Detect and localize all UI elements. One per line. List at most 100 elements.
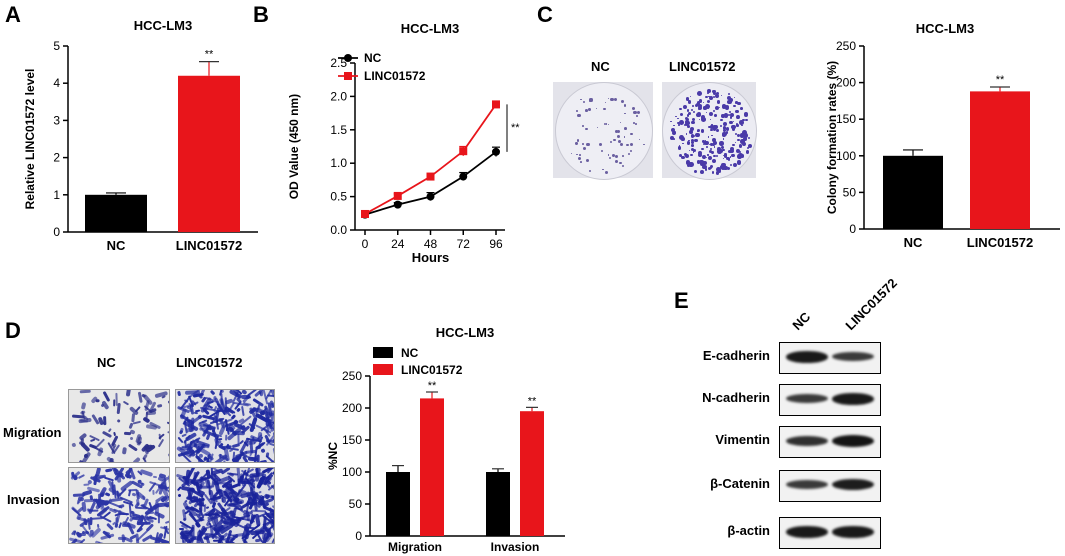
colony-dot [624,112,626,115]
wb-band-nc [786,435,828,446]
colony-dot [733,104,737,108]
colony-dot [712,92,717,96]
colony-dot [715,105,719,110]
colony-dot [697,151,702,156]
colony-dot [684,117,689,121]
colony-dot [720,165,725,170]
colony-dot [712,128,716,132]
colony-dot [742,118,745,122]
stained-cell [136,521,151,525]
colony-dot [612,153,616,157]
chart-C-x-tick-label: NC [904,235,923,250]
colony-dot [741,124,743,127]
colony-dot [719,141,724,146]
colony-dot [582,147,586,151]
colony-dot [725,127,730,131]
colony-dot [598,142,603,147]
stained-cell [256,454,260,462]
stained-cell [177,390,182,396]
stained-cell [79,438,84,446]
colony-dot [700,114,706,120]
stained-cell [161,395,166,399]
stained-cell [125,390,131,397]
colony-dot [732,143,736,147]
colony-dot [571,152,573,154]
stained-cell [205,506,210,510]
colony-dot [596,127,599,129]
colony-dot [712,140,718,146]
stained-cell [108,427,113,432]
chart-D-significance: ** [428,380,437,392]
transwell-image-invasion-nc [68,467,170,544]
chart-B-y-axis-label: OD Value (450 nm) [287,94,301,199]
colony-dot [689,126,695,132]
chart-B-y-tick-label: 1.5 [330,123,347,137]
chart-B-y-tick-label: 2.5 [330,56,347,70]
chart-D-legend-swatch [373,347,393,358]
colony-dot [697,128,701,132]
colony-dot [620,99,624,103]
colony-dot [588,169,591,172]
chart-D-legend-swatch [373,364,393,375]
colony-dot [711,142,715,146]
chart-B-legend-label: LINC01572 [364,69,426,83]
colony-dot [686,109,690,112]
colony-dot [747,136,751,140]
chart-c-colony-formation: HCC-LM3 0 50 100 150 200 250 Colony formation r… [825,21,1060,250]
colony-dot [682,137,685,140]
colony-dot [721,146,724,149]
chart-A-y-tick-label: 5 [53,39,60,53]
stained-cell [273,475,274,487]
chart-B-x-tick-label: 24 [391,237,405,251]
wb-band-linc [832,526,874,538]
colony-dot [709,147,712,151]
colony-dot [577,113,581,118]
colony-dot [578,153,581,156]
colony-dot [633,110,637,115]
colony-dot [745,118,748,122]
colony-dot [617,139,622,144]
colony-dot [721,114,725,118]
chart-b-growth-curve: HCC-LM3 0.0 0.5 1.0 1.5 2.0 2.5 OD Value (450 n… [287,21,520,265]
colony-dot [708,111,714,117]
stained-cell [142,457,147,462]
chart-C-y-tick-label: 200 [836,76,856,90]
stained-cell [179,542,187,543]
panel-label-d: D [5,318,21,343]
stained-cell [168,452,169,457]
colony-dot [619,161,622,165]
stained-cell [97,493,101,502]
stained-cell [167,504,169,511]
colony-dot [747,143,752,148]
stained-cell [209,525,214,536]
colony-dot [638,138,641,141]
colony-dot [745,150,749,154]
colony-dot [712,109,716,113]
colony-dot [725,131,729,134]
colony-dot [733,120,735,122]
panel-label-c: C [537,2,553,27]
stained-cell [166,431,169,434]
wb-band-nc [786,526,828,538]
colony-dot [704,140,709,145]
colony-dot [707,89,711,94]
colony-dot [690,147,694,151]
colony-dot [702,155,707,160]
stained-cell [179,427,185,434]
chart-C-x-tick-label: LINC01572 [967,235,1033,250]
colony-dot [711,151,714,154]
colony-dot [736,133,741,138]
wb-blot-strip [779,342,881,374]
colony-dot [623,104,627,107]
stained-cell [116,419,121,424]
stained-cell [167,421,169,425]
colony-dot [721,162,726,168]
panel-label-a: A [5,2,21,27]
stained-cell [157,438,165,448]
stained-cell [241,405,245,416]
colony-dot [637,110,641,114]
colony-dot [737,138,740,142]
colony-dot [712,89,716,94]
colony-dot [584,127,588,131]
colony-dot [728,149,732,154]
